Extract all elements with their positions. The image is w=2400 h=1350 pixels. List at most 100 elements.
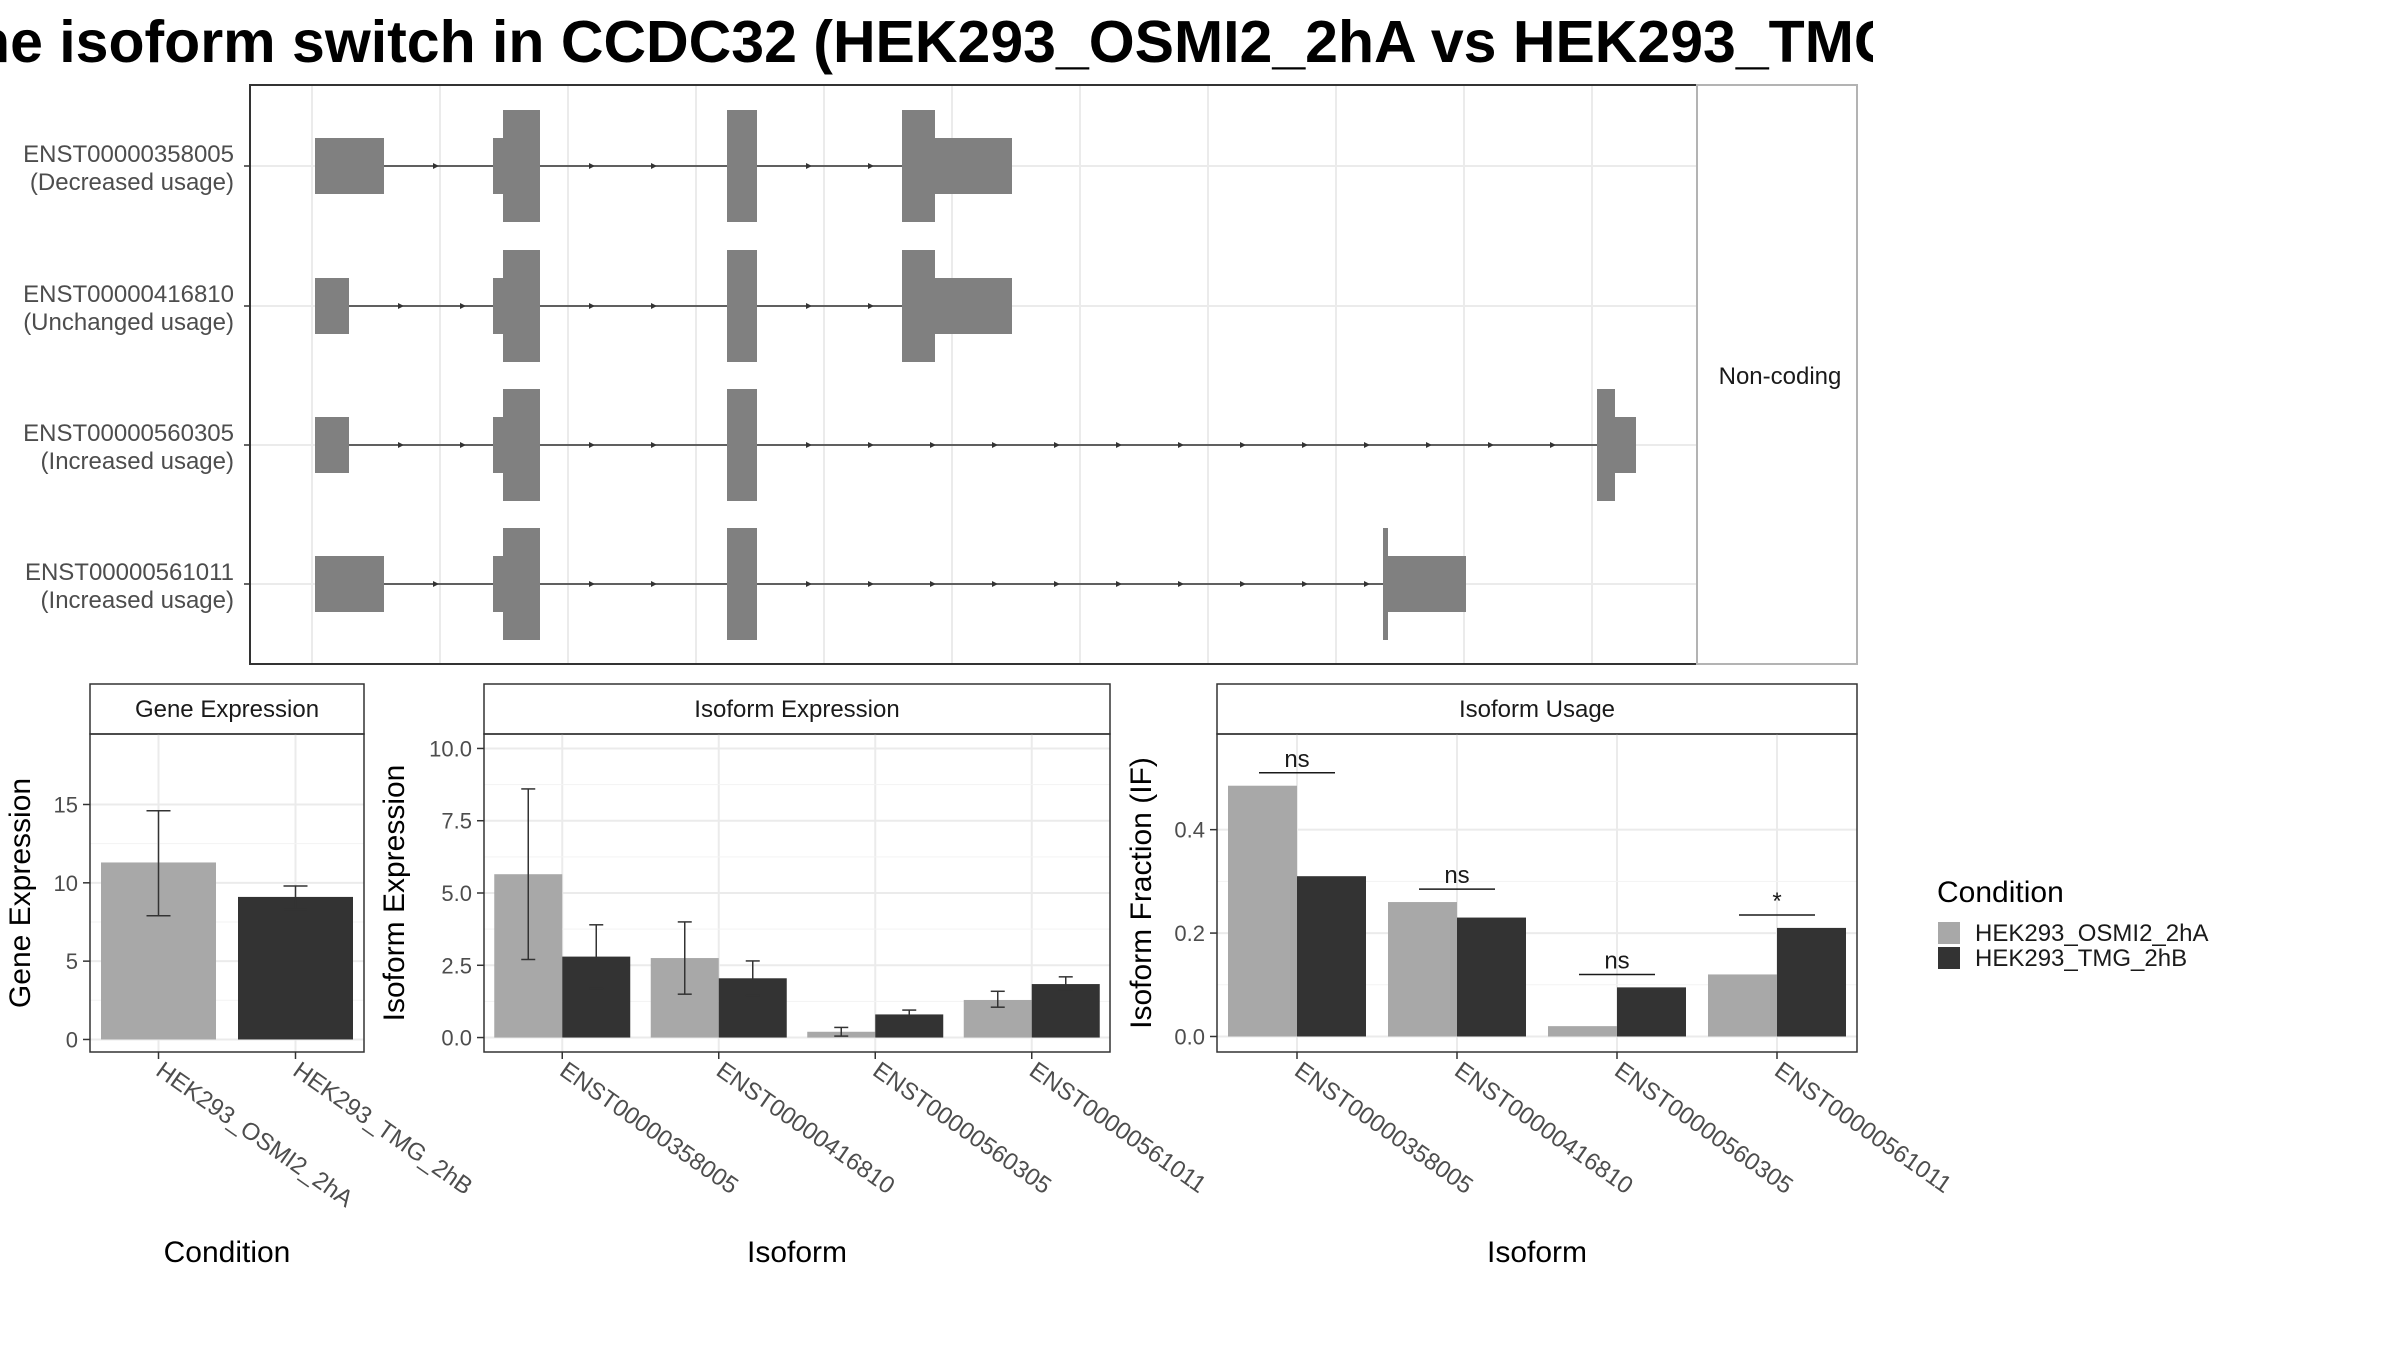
exon-block [315,556,384,612]
intron-arrow [806,303,812,309]
intron-arrow [1178,442,1184,448]
intron-arrow [1054,581,1060,587]
significance-label: * [1772,888,1781,915]
y-tick-label: 0.0 [441,1026,472,1051]
exon-block [727,250,757,362]
transcript-id-label: ENST00000416810 [23,281,234,308]
panel-title: Isoform Usage [1459,696,1615,723]
x-axis-title: Condition [164,1236,291,1269]
exon-block [493,278,503,334]
exon-block [493,138,503,194]
intron-arrow [398,442,404,448]
bar [1708,974,1777,1037]
exon-block [503,528,540,640]
intron-arrow [992,442,998,448]
significance-label: ns [1444,862,1469,889]
x-axis-title: Isoform [747,1236,847,1269]
bar [1031,984,1100,1038]
intron-arrow [1488,442,1494,448]
panel-border [89,733,365,1053]
bar [1457,917,1526,1037]
exon-block [503,110,540,222]
intron-arrow [460,442,466,448]
figure-title: The isoform switch in CCDC32 (HEK293_OSM… [0,9,1873,75]
transcript-usage-label: (Unchanged usage) [23,309,234,336]
intron-arrow [460,303,466,309]
y-tick-label: 0.4 [1174,818,1205,843]
exon-block [315,417,349,473]
bar [238,896,353,1040]
y-axis-title: Isoform Fraction (IF) [1125,757,1158,1029]
intron-arrow [1550,442,1556,448]
legend-label: HEK293_TMG_2hB [1975,945,2187,972]
exon-block [1388,556,1466,612]
legend-key [1938,922,1960,944]
intron-arrow [1426,442,1432,448]
transcript-usage-label: (Decreased usage) [30,169,234,196]
intron-arrow [589,163,595,169]
transcript-id-label: ENST00000560305 [23,420,234,447]
intron-arrow [433,581,439,587]
significance-label: ns [1284,746,1309,773]
intron-arrow [1302,442,1308,448]
intron-arrow [1240,442,1246,448]
intron-arrow [589,442,595,448]
bar [1777,927,1846,1037]
intron-arrow [868,303,874,309]
y-tick-label: 15 [54,792,78,817]
intron-arrow [868,442,874,448]
intron-arrow [806,581,812,587]
intron-arrow [1364,581,1370,587]
intron-arrow [398,303,404,309]
exon-block [1615,417,1636,473]
non-coding-strip [1696,84,1858,665]
y-tick-label: 5 [66,949,78,974]
chart-panel-isoform-expression: Isoform Expression0.02.55.07.510.0ENST00… [378,683,1211,1269]
intron-arrow [589,303,595,309]
intron-arrow [433,163,439,169]
intron-arrow [651,581,657,587]
intron-arrow [1116,581,1122,587]
bar [1297,876,1366,1037]
exon-block [935,138,1012,194]
y-tick-label: 0.2 [1174,921,1205,946]
bar [1617,987,1686,1037]
exon-block [503,250,540,362]
intron-arrow [651,442,657,448]
exon-block [315,138,384,194]
intron-arrow [1054,442,1060,448]
transcript-usage-label: (Increased usage) [41,587,234,614]
intron-arrow [651,163,657,169]
bar [875,1014,944,1038]
y-tick-label: 0.0 [1174,1024,1205,1049]
intron-arrow [1302,581,1308,587]
exon-block [493,417,503,473]
intron-arrow [992,581,998,587]
intron-arrow [930,581,936,587]
panel-strip [1216,683,1858,735]
exon-block [727,389,757,501]
intron-arrow [589,581,595,587]
legend-title: Condition [1937,876,2064,909]
transcript-usage-label: (Increased usage) [41,448,234,475]
bar [1388,902,1457,1037]
panel-border [483,733,1111,1053]
panel-title: Gene Expression [135,696,319,723]
panel-border [1216,733,1858,1053]
intron-arrow [806,163,812,169]
bar [1228,785,1297,1037]
exon-block [1383,528,1388,640]
panel-title: Isoform Expression [694,696,899,723]
transcript-id-label: ENST00000358005 [23,141,234,168]
exon-block [902,250,935,362]
y-axis-title: Gene Expression [4,778,37,1008]
intron-arrow [868,163,874,169]
y-tick-label: 10.0 [429,736,472,761]
legend-label: HEK293_OSMI2_2hA [1975,920,2208,947]
intron-arrow [930,442,936,448]
intron-arrow [1116,442,1122,448]
intron-arrow [806,442,812,448]
y-tick-label: 10 [54,871,78,896]
exon-block [902,110,935,222]
